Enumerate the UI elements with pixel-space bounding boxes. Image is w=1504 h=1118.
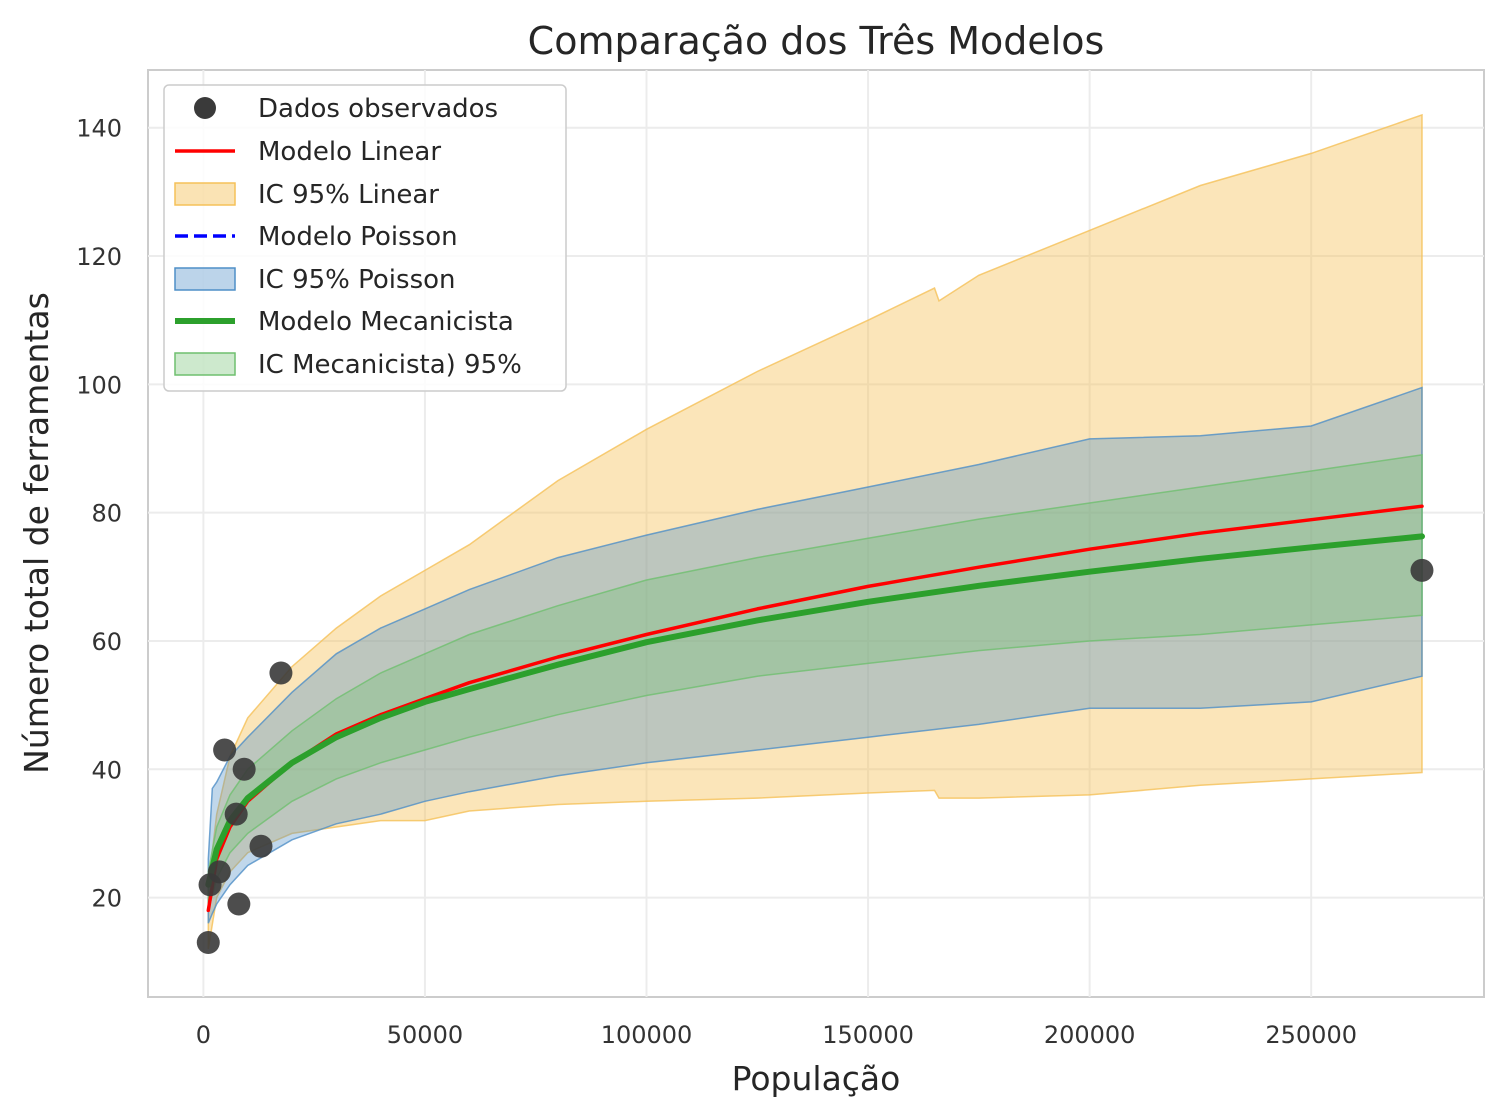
observed-point [227, 892, 251, 916]
legend-box [163, 84, 567, 392]
y-tick-label: 20 [91, 885, 122, 913]
observed-point [1410, 558, 1434, 582]
y-tick-label: 120 [76, 243, 122, 271]
mech-model-line [205, 533, 1425, 888]
legend-label-linear: Modelo Linear [258, 137, 441, 167]
x-tick-label: 100000 [601, 1021, 693, 1049]
legend-swatch-mech-ci [174, 352, 236, 376]
chart-title: Comparação dos Três Modelos [528, 19, 1105, 63]
legend-label-mech: Modelo Mecanicista [258, 307, 514, 337]
legend-swatch-observed [194, 97, 216, 119]
y-tick-label: 140 [76, 115, 122, 143]
observed-point [207, 860, 231, 884]
x-tick-label: 200000 [1044, 1021, 1136, 1049]
legend-label-mech-ci: IC Mecanicista) 95% [258, 350, 522, 380]
y-tick-label: 100 [76, 371, 122, 399]
model-lines [205, 504, 1425, 913]
x-tick-label: 150000 [822, 1021, 914, 1049]
legend-label-observed: Dados observados [258, 94, 498, 124]
x-axis-title: População [732, 1059, 901, 1098]
legend-label-poisson: Modelo Poisson [258, 222, 458, 252]
observed-point [269, 661, 293, 685]
observed-point [196, 930, 220, 954]
x-tick-label: 0 [196, 1021, 211, 1049]
legend-label-poisson-ci: IC 95% Poisson [258, 265, 456, 295]
legend-swatch-linear-ci [174, 182, 236, 206]
legend-swatch-poisson-ci [174, 267, 236, 291]
observed-point [213, 738, 237, 762]
legend: Dados observados Modelo Linear IC 95% Li… [163, 84, 567, 392]
observed-point [249, 834, 273, 858]
poisson-ci-band [207, 386, 1423, 924]
x-tick-label: 50000 [387, 1021, 463, 1049]
y-tick-label: 40 [91, 756, 122, 784]
observed-point [232, 757, 256, 781]
observed-point [224, 802, 248, 826]
y-tick-label: 60 [91, 628, 122, 656]
y-tick-labels: 20 40 60 80 100 120 140 [76, 115, 122, 913]
y-tick-label: 80 [91, 500, 122, 528]
x-tick-labels: 0 50000 100000 150000 200000 250000 [196, 1021, 1357, 1049]
x-tick-label: 250000 [1265, 1021, 1357, 1049]
y-axis-title: Número total de ferramentas [17, 292, 56, 774]
linear-ci-band [207, 113, 1423, 950]
legend-label-linear-ci: IC 95% Linear [258, 180, 439, 210]
observed-points [196, 558, 1434, 954]
